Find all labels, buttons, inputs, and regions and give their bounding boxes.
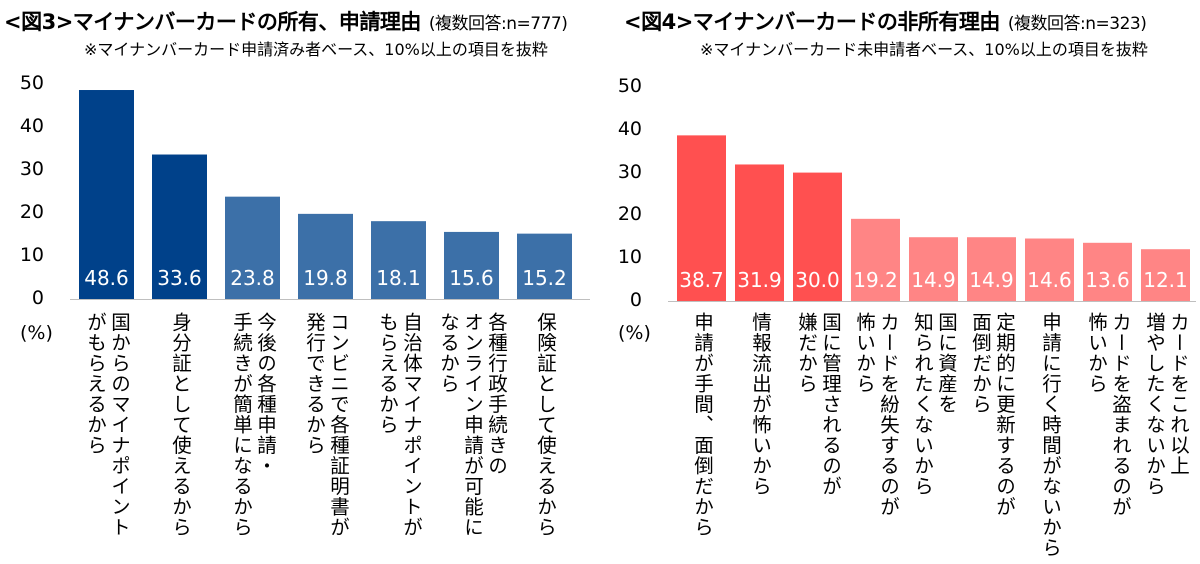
chart2-ytick-label: 10: [617, 246, 642, 269]
chart2-value-label: 13.6: [1085, 268, 1130, 292]
chart2-value-label: 38.7: [679, 268, 724, 292]
chart2-value-label: 31.9: [737, 268, 782, 292]
chart1-category-label: 身分証として使えるから: [168, 312, 192, 538]
chart2-category-label: 情報流出が怖いから: [748, 312, 772, 497]
chart1-bar: [517, 233, 572, 299]
chart2-value-label: 14.9: [969, 268, 1014, 292]
chart1-title: <図3>マイナンバーカードの所有、申請理由 (複数回答:n=777): [4, 10, 568, 34]
chart1-subtitle: (複数回答:n=777): [428, 14, 568, 34]
chart2-ytick-label: 40: [617, 117, 642, 140]
chart1-category-label: 国からのマイナポイント がもらえるから: [83, 312, 131, 538]
chart2-ytick-label: 50: [617, 75, 642, 97]
chart2-bar: [677, 135, 726, 301]
chart2-category-label: カードをこれ以上 増やしたくないから: [1142, 312, 1190, 497]
chart1-ytick-label: 40: [19, 115, 44, 137]
chart1-category-label: 自治体マイナポイントが もらえるから: [375, 312, 423, 538]
chart2-subtitle: (複数回答:n=323): [1007, 14, 1147, 34]
chart1-category-label: 各種行政手続きの オンライン申請が可能に なるから: [436, 312, 508, 538]
chart2-bar: [735, 164, 784, 301]
chart1-ytick-label: 30: [19, 158, 44, 180]
chart1-ytick-label: 20: [19, 201, 44, 223]
chart1-ytick-label: 50: [19, 72, 44, 94]
chart2-category-label: 申請が手間、面倒だから: [690, 312, 714, 538]
chart2-category-label: カードを紛失するのが 怖いから: [852, 312, 900, 517]
chart2-category-label: 国に資産を 知られたくないから: [910, 312, 958, 497]
chart2-category-label: 定期的に更新するのが 面倒だから: [968, 312, 1016, 517]
chart1-value-label: 48.6: [84, 266, 129, 290]
chart1-value-label: 19.8: [303, 266, 348, 290]
chart1-bar: [225, 196, 280, 299]
chart2-category-label: 国に管理されるのが 嫌だから: [794, 312, 842, 497]
chart2-bar: [909, 237, 958, 301]
chart2-ytick-label: 0: [629, 289, 642, 311]
chart2-value-label: 14.9: [911, 268, 956, 292]
chart2-ytick-label: 30: [617, 160, 642, 183]
chart2-value-label: 14.6: [1027, 268, 1072, 292]
chart1-ytick-label: 10: [19, 244, 44, 266]
chart1-value-label: 18.1: [376, 266, 421, 290]
chart1-category-label: 保険証として使えるから: [533, 312, 557, 538]
chart1-bar: [152, 154, 207, 299]
chart1-value-label: 23.8: [230, 266, 275, 290]
chart2-value-label: 19.2: [853, 268, 898, 292]
chart1-value-label: 15.2: [522, 266, 567, 290]
chart2-bar: [793, 172, 842, 301]
chart1-bar: [79, 90, 134, 300]
chart2-value-label: 30.0: [795, 268, 840, 292]
chart1-bar: [371, 221, 426, 299]
chart2-category-label: 申請に行く時間がないから: [1038, 312, 1062, 558]
chart2-bar: [1083, 242, 1132, 301]
chart2-bar: [851, 218, 900, 301]
chart2-note: ※マイナンバーカード未申請者ベース、10%以上の項目を抜粋: [700, 40, 1148, 59]
chart1-bar: [444, 231, 499, 299]
chart2-bar: [1141, 249, 1190, 301]
chart1-value-label: 33.6: [157, 266, 202, 290]
chart2-value-label: 12.1: [1143, 268, 1188, 292]
chart1-note: ※マイナンバーカード申請済み者ベース、10%以上の項目を抜粋: [84, 40, 548, 59]
chart1-ylabel: (%): [20, 322, 53, 344]
chart1-category-label: 今後の各種申請・ 手続きが簡単になるから: [229, 312, 277, 538]
chart2-category-label: カードを盗まれるのが 怖いから: [1084, 312, 1132, 517]
chart2-title: <図4>マイナンバーカードの非所有理由 (複数回答:n=323): [624, 10, 1147, 34]
chart2-bar: [967, 237, 1016, 301]
chart2-ytick-label: 20: [617, 203, 642, 226]
chart1-ytick-label: 0: [31, 287, 44, 309]
chart1-bar: [298, 213, 353, 299]
chart2-ylabel: (%): [618, 322, 651, 344]
chart1-value-label: 15.6: [449, 266, 494, 290]
chart2-bar: [1025, 238, 1074, 301]
chart1-category-label: コンビニで各種証明書が 発行できるから: [302, 312, 350, 538]
